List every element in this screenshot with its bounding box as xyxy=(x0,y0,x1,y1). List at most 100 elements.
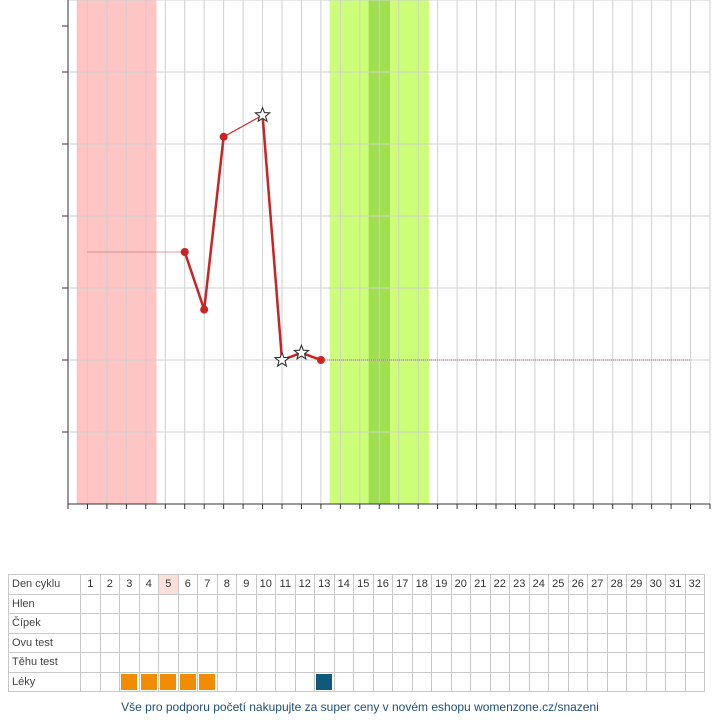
table-cell-tehu[interactable] xyxy=(197,652,218,673)
table-cell-cipek[interactable] xyxy=(528,613,549,634)
table-cell-leky[interactable] xyxy=(548,671,569,692)
table-cell-leky[interactable] xyxy=(450,671,471,692)
table-cell-ovu[interactable] xyxy=(275,632,296,653)
table-cell-cipek[interactable] xyxy=(665,613,686,634)
table-cell-tehu[interactable] xyxy=(470,652,491,673)
table-cell-hlen[interactable] xyxy=(177,593,198,614)
table-cell-cipek[interactable] xyxy=(626,613,647,634)
table-cell-cipek[interactable] xyxy=(119,613,140,634)
table-cell-leky[interactable] xyxy=(236,671,257,692)
table-cell-cipek[interactable] xyxy=(567,613,588,634)
table-cell-ovu[interactable] xyxy=(80,632,101,653)
table-cell-tehu[interactable] xyxy=(528,652,549,673)
table-cell-hlen[interactable] xyxy=(99,593,120,614)
table-cell-hlen[interactable] xyxy=(509,593,530,614)
table-cell-hlen[interactable] xyxy=(158,593,179,614)
table-cell-tehu[interactable] xyxy=(353,652,374,673)
table-cell-ovu[interactable] xyxy=(177,632,198,653)
table-cell-ovu[interactable] xyxy=(255,632,276,653)
table-cell-cipek[interactable] xyxy=(275,613,296,634)
table-cell-leky[interactable] xyxy=(626,671,647,692)
table-cell-leky[interactable] xyxy=(314,671,335,692)
table-cell-leky[interactable] xyxy=(158,671,179,692)
table-cell-hlen[interactable] xyxy=(275,593,296,614)
table-cell-tehu[interactable] xyxy=(665,652,686,673)
table-cell-leky[interactable] xyxy=(470,671,491,692)
table-cell-tehu[interactable] xyxy=(684,652,705,673)
table-cell-hlen[interactable] xyxy=(80,593,101,614)
table-cell-hlen[interactable] xyxy=(314,593,335,614)
table-cell-hlen[interactable] xyxy=(353,593,374,614)
table-cell-leky[interactable] xyxy=(372,671,393,692)
table-cell-leky[interactable] xyxy=(606,671,627,692)
table-cell-cipek[interactable] xyxy=(470,613,491,634)
table-cell-ovu[interactable] xyxy=(333,632,354,653)
table-cell-cipek[interactable] xyxy=(99,613,120,634)
table-cell-tehu[interactable] xyxy=(392,652,413,673)
table-cell-tehu[interactable] xyxy=(314,652,335,673)
table-cell-cipek[interactable] xyxy=(372,613,393,634)
table-cell-ovu[interactable] xyxy=(684,632,705,653)
table-cell-ovu[interactable] xyxy=(431,632,452,653)
table-cell-hlen[interactable] xyxy=(138,593,159,614)
table-cell-cipek[interactable] xyxy=(450,613,471,634)
table-cell-hlen[interactable] xyxy=(489,593,510,614)
table-cell-hlen[interactable] xyxy=(606,593,627,614)
table-cell-ovu[interactable] xyxy=(489,632,510,653)
table-cell-leky[interactable] xyxy=(684,671,705,692)
table-cell-tehu[interactable] xyxy=(177,652,198,673)
table-cell-hlen[interactable] xyxy=(392,593,413,614)
table-cell-cipek[interactable] xyxy=(509,613,530,634)
table-cell-ovu[interactable] xyxy=(587,632,608,653)
table-cell-ovu[interactable] xyxy=(548,632,569,653)
table-cell-ovu[interactable] xyxy=(450,632,471,653)
table-cell-ovu[interactable] xyxy=(645,632,666,653)
table-cell-hlen[interactable] xyxy=(645,593,666,614)
table-cell-ovu[interactable] xyxy=(528,632,549,653)
table-cell-ovu[interactable] xyxy=(236,632,257,653)
table-cell-tehu[interactable] xyxy=(80,652,101,673)
table-cell-ovu[interactable] xyxy=(665,632,686,653)
table-cell-leky[interactable] xyxy=(294,671,315,692)
table-cell-cipek[interactable] xyxy=(684,613,705,634)
table-cell-leky[interactable] xyxy=(645,671,666,692)
table-cell-tehu[interactable] xyxy=(606,652,627,673)
table-cell-tehu[interactable] xyxy=(158,652,179,673)
table-cell-ovu[interactable] xyxy=(372,632,393,653)
table-cell-leky[interactable] xyxy=(119,671,140,692)
table-cell-cipek[interactable] xyxy=(333,613,354,634)
table-cell-cipek[interactable] xyxy=(216,613,237,634)
table-cell-cipek[interactable] xyxy=(197,613,218,634)
table-cell-ovu[interactable] xyxy=(626,632,647,653)
table-cell-tehu[interactable] xyxy=(411,652,432,673)
table-cell-cipek[interactable] xyxy=(353,613,374,634)
table-cell-hlen[interactable] xyxy=(216,593,237,614)
table-cell-leky[interactable] xyxy=(431,671,452,692)
table-cell-tehu[interactable] xyxy=(645,652,666,673)
table-cell-cipek[interactable] xyxy=(236,613,257,634)
table-cell-hlen[interactable] xyxy=(333,593,354,614)
table-cell-cipek[interactable] xyxy=(411,613,432,634)
table-cell-tehu[interactable] xyxy=(119,652,140,673)
table-cell-tehu[interactable] xyxy=(138,652,159,673)
table-cell-leky[interactable] xyxy=(587,671,608,692)
table-cell-cipek[interactable] xyxy=(392,613,413,634)
table-cell-cipek[interactable] xyxy=(314,613,335,634)
table-cell-ovu[interactable] xyxy=(353,632,374,653)
table-cell-cipek[interactable] xyxy=(158,613,179,634)
table-cell-hlen[interactable] xyxy=(294,593,315,614)
table-cell-hlen[interactable] xyxy=(119,593,140,614)
table-cell-cipek[interactable] xyxy=(255,613,276,634)
table-cell-hlen[interactable] xyxy=(372,593,393,614)
table-cell-hlen[interactable] xyxy=(411,593,432,614)
table-cell-cipek[interactable] xyxy=(548,613,569,634)
table-cell-hlen[interactable] xyxy=(197,593,218,614)
table-cell-ovu[interactable] xyxy=(99,632,120,653)
table-cell-cipek[interactable] xyxy=(431,613,452,634)
table-cell-ovu[interactable] xyxy=(216,632,237,653)
table-cell-leky[interactable] xyxy=(275,671,296,692)
table-cell-leky[interactable] xyxy=(255,671,276,692)
table-cell-hlen[interactable] xyxy=(236,593,257,614)
table-cell-tehu[interactable] xyxy=(587,652,608,673)
table-cell-hlen[interactable] xyxy=(255,593,276,614)
